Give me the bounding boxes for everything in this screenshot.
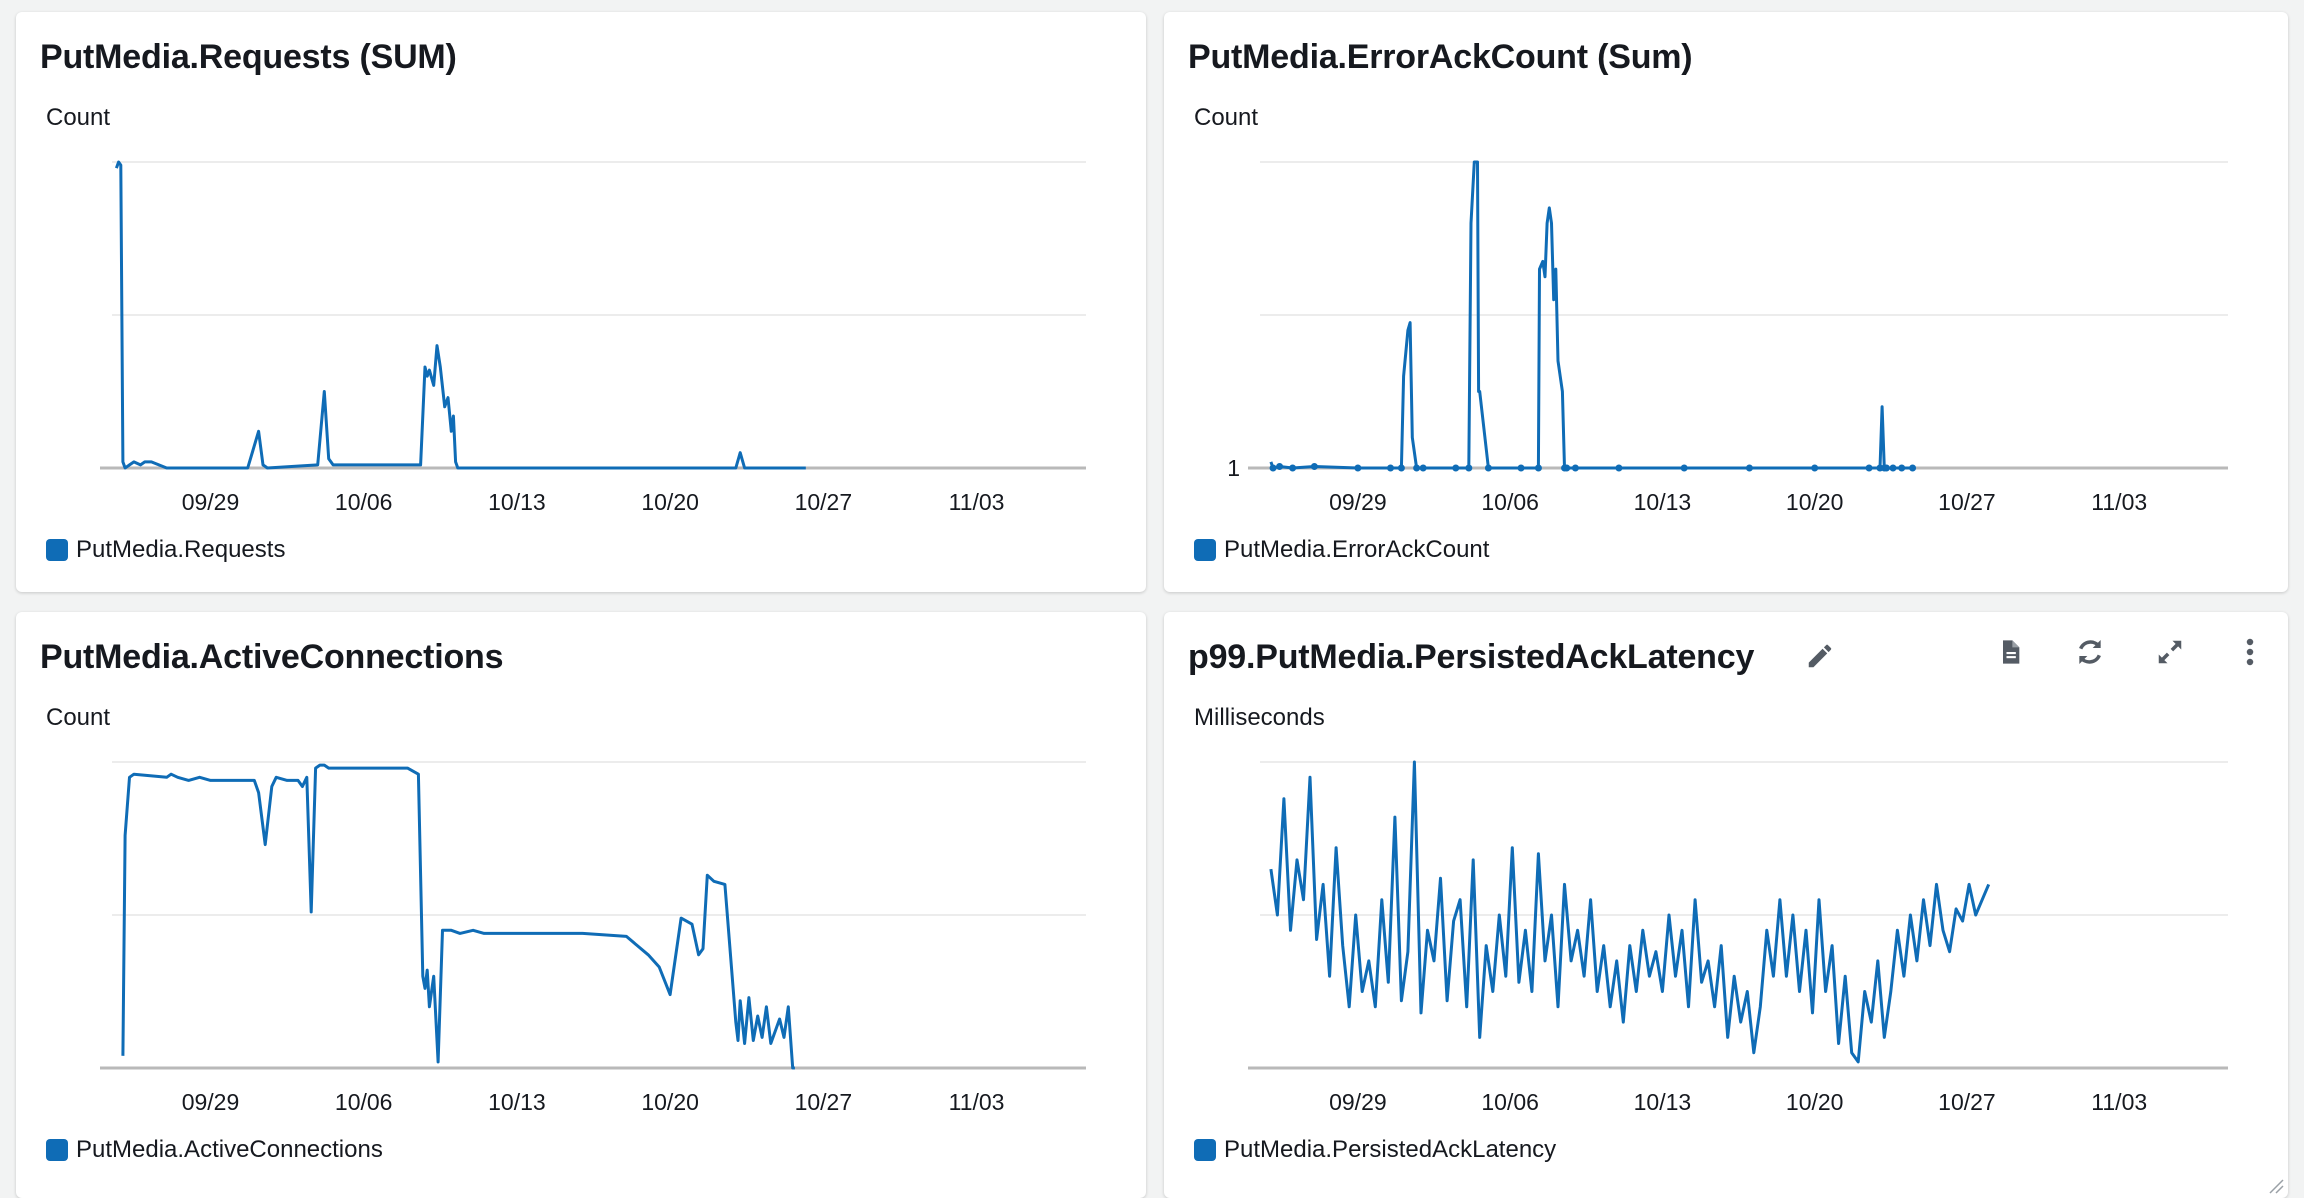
x-tick-label: 10/13 <box>1634 1089 1692 1115</box>
document-icon[interactable] <box>1992 634 2028 670</box>
legend-label: PutMedia.Requests <box>76 536 286 563</box>
series-line[interactable] <box>1269 760 1991 1064</box>
data-point[interactable] <box>1310 462 1318 470</box>
x-tick-label: 10/20 <box>641 1089 699 1115</box>
y-axis-unit-label: Count <box>46 704 111 731</box>
pencil-icon[interactable] <box>1804 640 1836 672</box>
y-tick-label: 1 <box>1227 455 1240 481</box>
data-point[interactable] <box>1419 464 1427 472</box>
x-tick-label: 09/29 <box>182 489 240 515</box>
chart: 09/29 10/06 10/13 10/20 10/27 11/03 <box>100 160 1086 515</box>
legend[interactable]: PutMedia.PersistedAckLatency <box>1194 1136 1556 1164</box>
widget-title: p99.PutMedia.PersistedAckLatency <box>1188 638 1755 676</box>
x-tick-label: 10/20 <box>1786 489 1844 515</box>
data-point[interactable] <box>1563 464 1571 472</box>
y-axis-unit-label: Count <box>46 104 111 131</box>
widget-putmedia-activeconnections: PutMedia.ActiveConnections Count 09/29 10… <box>16 612 1146 1198</box>
data-point[interactable] <box>1276 462 1284 470</box>
data-point[interactable] <box>1571 464 1579 472</box>
data-point[interactable] <box>1898 464 1906 472</box>
data-point[interactable] <box>1534 464 1542 472</box>
legend-swatch <box>46 1139 68 1161</box>
x-tick-label: 11/03 <box>949 489 1005 515</box>
data-point[interactable] <box>1269 464 1277 472</box>
x-tick-label: 09/29 <box>182 1089 240 1115</box>
data-point[interactable] <box>1680 464 1688 472</box>
x-tick-label: 10/06 <box>1481 489 1539 515</box>
more-vertical-icon[interactable] <box>2232 634 2268 670</box>
x-tick-label: 10/27 <box>795 1089 853 1115</box>
data-point[interactable] <box>1484 464 1492 472</box>
data-point[interactable] <box>1865 464 1873 472</box>
data-point[interactable] <box>1882 464 1890 472</box>
data-point[interactable] <box>1452 464 1460 472</box>
x-tick-label: 11/03 <box>2091 489 2147 515</box>
data-point[interactable] <box>1811 464 1819 472</box>
legend[interactable]: PutMedia.ErrorAckCount <box>1194 536 1489 564</box>
data-point[interactable] <box>1517 464 1525 472</box>
widget-title: PutMedia.ErrorAckCount (Sum) <box>1188 38 1693 76</box>
x-tick-label: 10/06 <box>335 1089 393 1115</box>
y-axis-unit-label: Milliseconds <box>1194 704 1325 731</box>
refresh-icon[interactable] <box>2072 634 2108 670</box>
widget-toolbar <box>1992 634 2268 670</box>
x-tick-label: 10/06 <box>335 489 393 515</box>
series-line[interactable] <box>1269 160 1913 470</box>
x-tick-label: 11/03 <box>949 1089 1005 1115</box>
data-point[interactable] <box>1889 464 1897 472</box>
legend-swatch <box>1194 1139 1216 1161</box>
data-point[interactable] <box>1465 464 1473 472</box>
chart: 09/29 10/06 10/13 10/20 10/27 11/03 <box>1248 760 2228 1115</box>
x-tick-label: 09/29 <box>1329 489 1387 515</box>
data-point[interactable] <box>1745 464 1753 472</box>
data-point[interactable] <box>1615 464 1623 472</box>
data-point[interactable] <box>1354 464 1362 472</box>
legend[interactable]: PutMedia.Requests <box>46 536 285 564</box>
x-tick-label: 09/29 <box>1329 1089 1387 1115</box>
widget-putmedia-requests: PutMedia.Requests (SUM) Count 09/29 10/06… <box>16 12 1146 592</box>
chart: 09/29 10/06 10/13 10/20 10/27 11/03 1 <box>1227 160 2228 515</box>
x-tick-label: 10/20 <box>1786 1089 1844 1115</box>
widget-putmedia-erroracks: PutMedia.ErrorAckCount (Sum) Count 09/29… <box>1164 12 2288 592</box>
widget-p99-persistedacklatency: p99.PutMedia.PersistedAckLatency <box>1164 612 2288 1198</box>
x-tick-label: 11/03 <box>2091 1089 2147 1115</box>
resize-handle-icon[interactable] <box>2266 1176 2284 1194</box>
y-axis-unit-label: Count <box>1194 104 1259 131</box>
widget-title: PutMedia.Requests (SUM) <box>40 38 457 76</box>
expand-icon[interactable] <box>2152 634 2188 670</box>
data-point[interactable] <box>1387 464 1395 472</box>
legend-label: PutMedia.PersistedAckLatency <box>1224 1136 1557 1163</box>
series-line[interactable] <box>114 160 806 470</box>
x-tick-label: 10/13 <box>1634 489 1692 515</box>
legend-label: PutMedia.ActiveConnections <box>76 1136 383 1163</box>
x-tick-label: 10/27 <box>795 489 853 515</box>
data-point[interactable] <box>1413 464 1421 472</box>
legend[interactable]: PutMedia.ActiveConnections <box>46 1136 383 1164</box>
x-tick-label: 10/06 <box>1481 1089 1539 1115</box>
x-tick-label: 10/13 <box>488 489 546 515</box>
x-tick-label: 10/13 <box>488 1089 546 1115</box>
x-tick-label: 10/27 <box>1938 489 1996 515</box>
data-point[interactable] <box>1909 464 1917 472</box>
x-tick-label: 10/20 <box>641 489 699 515</box>
widget-title: PutMedia.ActiveConnections <box>40 638 504 676</box>
legend-swatch <box>46 539 68 561</box>
series-line[interactable] <box>121 763 795 1070</box>
x-tick-label: 10/27 <box>1938 1089 1996 1115</box>
legend-label: PutMedia.ErrorAckCount <box>1224 536 1490 563</box>
data-point[interactable] <box>1397 464 1405 472</box>
legend-swatch <box>1194 539 1216 561</box>
chart: 09/29 10/06 10/13 10/20 10/27 11/03 <box>100 761 1086 1115</box>
data-point[interactable] <box>1289 464 1297 472</box>
